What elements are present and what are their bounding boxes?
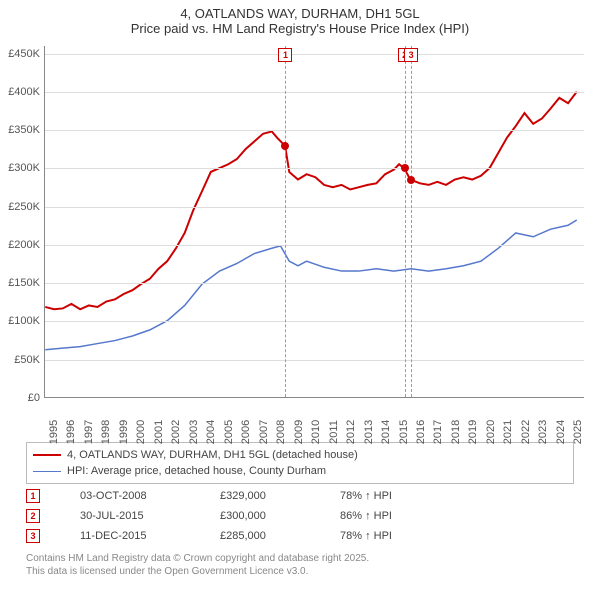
x-axis-tick-label: 2012 <box>345 420 357 444</box>
x-axis-tick-label: 2006 <box>240 420 252 444</box>
x-axis-tick-label: 1999 <box>118 420 130 444</box>
table-row: 3 11-DEC-2015 £285,000 78% ↑ HPI <box>26 526 460 546</box>
legend-label: HPI: Average price, detached house, Coun… <box>67 465 326 477</box>
table-row: 2 30-JUL-2015 £300,000 86% ↑ HPI <box>26 506 460 526</box>
y-axis-tick-label: £0 <box>0 392 40 404</box>
sale-marker-vline <box>285 46 286 397</box>
chart-container: 4, OATLANDS WAY, DURHAM, DH1 5GL Price p… <box>0 0 600 590</box>
sale-hpi: 78% ↑ HPI <box>340 490 460 502</box>
series-line <box>45 220 576 350</box>
legend-label: 4, OATLANDS WAY, DURHAM, DH1 5GL (detach… <box>67 449 358 461</box>
x-axis-tick-label: 2023 <box>537 420 549 444</box>
chart-lines-svg <box>45 46 584 397</box>
sale-marker-dot <box>281 142 289 150</box>
sale-marker-num: 3 <box>26 529 40 543</box>
sale-date: 30-JUL-2015 <box>80 510 220 522</box>
x-axis-tick-label: 2008 <box>275 420 287 444</box>
chart-legend: 4, OATLANDS WAY, DURHAM, DH1 5GL (detach… <box>26 442 574 484</box>
x-axis-tick-label: 2020 <box>485 420 497 444</box>
x-axis-tick-label: 2021 <box>502 420 514 444</box>
x-axis-tick-label: 1995 <box>48 420 60 444</box>
x-axis-tick-label: 1998 <box>100 420 112 444</box>
legend-item: 4, OATLANDS WAY, DURHAM, DH1 5GL (detach… <box>33 447 567 463</box>
sale-marker-vline <box>411 46 412 397</box>
y-axis-tick-label: £400K <box>0 86 40 98</box>
sale-marker-vline <box>405 46 406 397</box>
sale-marker-num: 1 <box>26 489 40 503</box>
x-axis-tick-label: 2010 <box>310 420 322 444</box>
y-axis-tick-label: £250K <box>0 201 40 213</box>
y-axis-tick-label: £100K <box>0 315 40 327</box>
x-axis-tick-label: 2004 <box>205 420 217 444</box>
legend-swatch <box>33 471 61 472</box>
x-axis-tick-label: 2013 <box>363 420 375 444</box>
sale-hpi: 86% ↑ HPI <box>340 510 460 522</box>
x-axis-tick-label: 2024 <box>555 420 567 444</box>
x-axis-tick-label: 2007 <box>258 420 270 444</box>
chart-plot-area: 123 <box>44 46 584 398</box>
x-axis-tick-label: 2014 <box>380 420 392 444</box>
x-axis-tick-label: 2005 <box>223 420 235 444</box>
sales-table: 1 03-OCT-2008 £329,000 78% ↑ HPI 2 30-JU… <box>26 486 460 546</box>
x-axis-tick-label: 2011 <box>328 420 340 444</box>
sale-date: 03-OCT-2008 <box>80 490 220 502</box>
sale-date: 11-DEC-2015 <box>80 530 220 542</box>
footer-line: Contains HM Land Registry data © Crown c… <box>26 552 369 565</box>
title-subtitle: Price paid vs. HM Land Registry's House … <box>0 21 600 36</box>
x-axis-tick-label: 2016 <box>415 420 427 444</box>
sale-marker-dot <box>407 176 415 184</box>
x-axis-tick-label: 2018 <box>450 420 462 444</box>
sale-marker-box: 1 <box>278 48 292 62</box>
x-axis-tick-label: 2017 <box>432 420 444 444</box>
sale-price: £329,000 <box>220 490 340 502</box>
footer-attribution: Contains HM Land Registry data © Crown c… <box>26 552 369 578</box>
x-axis-tick-label: 2000 <box>135 420 147 444</box>
x-axis-tick-label: 1997 <box>83 420 95 444</box>
series-line <box>45 92 576 309</box>
x-axis-tick-label: 2022 <box>520 420 532 444</box>
sale-marker-dot <box>401 164 409 172</box>
table-row: 1 03-OCT-2008 £329,000 78% ↑ HPI <box>26 486 460 506</box>
x-axis-tick-label: 2009 <box>293 420 305 444</box>
legend-item: HPI: Average price, detached house, Coun… <box>33 463 567 479</box>
title-block: 4, OATLANDS WAY, DURHAM, DH1 5GL Price p… <box>0 0 600 36</box>
sale-price: £300,000 <box>220 510 340 522</box>
y-axis-tick-label: £450K <box>0 48 40 60</box>
x-axis-tick-label: 2002 <box>170 420 182 444</box>
y-axis-tick-label: £350K <box>0 124 40 136</box>
y-axis-tick-label: £150K <box>0 277 40 289</box>
x-axis-tick-label: 1996 <box>65 420 77 444</box>
x-axis-tick-label: 2003 <box>188 420 200 444</box>
y-axis-tick-label: £50K <box>0 354 40 366</box>
sale-hpi: 78% ↑ HPI <box>340 530 460 542</box>
x-axis-tick-label: 2001 <box>153 420 165 444</box>
title-address: 4, OATLANDS WAY, DURHAM, DH1 5GL <box>0 6 600 21</box>
x-axis-tick-label: 2019 <box>467 420 479 444</box>
y-axis-tick-label: £300K <box>0 162 40 174</box>
legend-swatch <box>33 454 61 456</box>
x-axis-tick-label: 2025 <box>572 420 584 444</box>
x-axis-tick-label: 2015 <box>398 420 410 444</box>
sale-marker-num: 2 <box>26 509 40 523</box>
sale-price: £285,000 <box>220 530 340 542</box>
footer-line: This data is licensed under the Open Gov… <box>26 565 369 578</box>
y-axis-tick-label: £200K <box>0 239 40 251</box>
sale-marker-box: 3 <box>404 48 418 62</box>
